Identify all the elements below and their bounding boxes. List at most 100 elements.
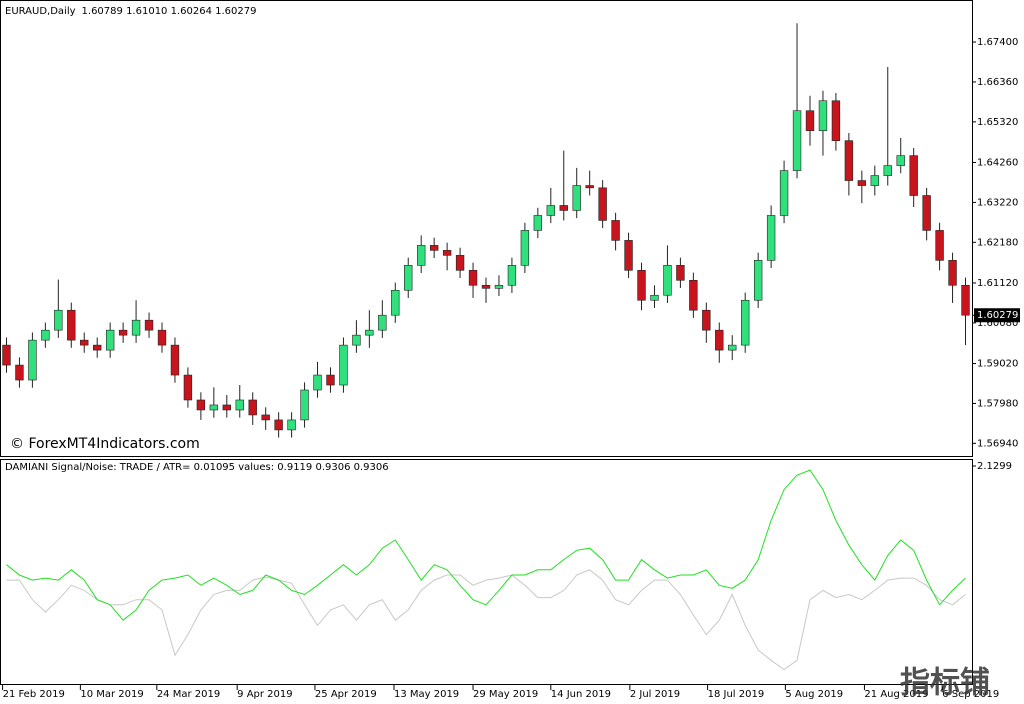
candle-body [404, 265, 413, 291]
x-tick-label: 6 Sep 2019 [942, 689, 999, 700]
indicator-line [6, 569, 966, 671]
y-tick-label: 1.57980 [977, 398, 1018, 409]
candle-body [54, 309, 63, 331]
candle-body [326, 374, 335, 386]
candle-body [598, 187, 607, 221]
y-tick-label: 1.63220 [977, 197, 1018, 208]
candle-body [157, 329, 167, 346]
candle-body [909, 155, 918, 196]
x-tick-label: 21 Aug 2019 [864, 689, 928, 700]
candle-body [80, 339, 89, 346]
candle-body [2, 344, 11, 366]
candle-body [676, 265, 685, 281]
candle-body [689, 279, 698, 311]
candle-body [170, 344, 180, 376]
candle-body [805, 110, 815, 131]
candle-body [222, 404, 231, 411]
y-tick-label: 1.66360 [977, 77, 1018, 88]
candle-body [15, 364, 24, 381]
candle-body [417, 245, 426, 266]
x-tick-label: 2 Jul 2019 [630, 689, 680, 700]
candle-body [429, 245, 439, 251]
candle-body [818, 100, 828, 131]
y-tick-label: 1.61120 [977, 278, 1018, 289]
y-tick-label: 1.62180 [977, 237, 1018, 248]
candle-body [131, 319, 141, 336]
last-price-tag [974, 308, 1020, 323]
candle-body [741, 299, 750, 346]
candle-body [93, 344, 102, 351]
candle-body [922, 195, 931, 231]
x-tick-label: 29 May 2019 [473, 689, 538, 700]
indicator-panel [0, 459, 973, 685]
candle-body [144, 319, 154, 331]
candle-body [391, 289, 400, 316]
candle-body [352, 334, 361, 346]
candle-body [896, 155, 905, 166]
candle-body [650, 294, 659, 301]
y-tick-label: 1.64260 [977, 158, 1018, 169]
candle-body [935, 230, 944, 261]
candle-body [41, 329, 50, 341]
candle-body [261, 414, 270, 421]
candle-body [715, 329, 724, 351]
candle-body [637, 270, 646, 301]
candle-body [481, 284, 491, 289]
candle-body [468, 270, 478, 286]
candle-body [494, 284, 504, 289]
candle-body [287, 419, 296, 431]
x-tick-label: 25 Apr 2019 [315, 689, 377, 700]
candle-body [728, 344, 737, 351]
y-tick-label: 2.1299 [977, 461, 1012, 472]
y-tick-label: 1.65320 [977, 117, 1018, 128]
candle-body [339, 344, 348, 386]
x-tick-label: 24 Mar 2019 [157, 689, 220, 700]
candle-body [442, 250, 452, 256]
candle-body [507, 265, 517, 286]
last-price-label: 1.60279 [977, 310, 1018, 321]
x-tick-label: 18 Jul 2019 [708, 689, 765, 700]
candle-body [209, 404, 219, 411]
candle-body [948, 260, 957, 286]
candle-body [118, 329, 128, 336]
watermark: © ForexMT4Indicators.com [10, 436, 200, 452]
candle-body [300, 389, 309, 421]
candle-body [533, 215, 543, 231]
candle-body [546, 205, 555, 216]
y-tick-label: 1.59020 [977, 359, 1018, 370]
corner-mark: 指标铺 [900, 666, 990, 701]
header-values: 1.60789 1.61010 1.60264 1.60279 [82, 6, 257, 17]
candle-body [792, 110, 802, 171]
candle-body [844, 140, 854, 181]
candle-body [857, 180, 867, 186]
symbol: EURAUD,Daily [5, 6, 76, 17]
candle-body [365, 329, 374, 336]
candle-body [572, 185, 581, 211]
candle-body [248, 399, 257, 416]
candle-body [585, 185, 594, 189]
x-tick-label: 9 Apr 2019 [237, 689, 292, 700]
indicator-title: DAMIANI Signal/Noise: TRADE / ATR= 0.010… [5, 462, 389, 473]
candle-body [766, 215, 776, 261]
symbol-title: EURAUD,Daily 1.60789 1.61010 1.60264 1.60… [5, 6, 256, 17]
candle-body [779, 170, 789, 216]
x-tick-label: 13 May 2019 [394, 689, 459, 700]
candle-body [559, 205, 568, 211]
candle-body [624, 240, 633, 271]
y-tick-label: 1.67400 [977, 37, 1018, 48]
candle-body [235, 399, 244, 411]
candle-body [183, 374, 193, 401]
y-tick-label: 1.56940 [977, 438, 1018, 449]
candle-body [520, 230, 530, 266]
x-tick-label: 5 Aug 2019 [785, 689, 843, 700]
candle-body [611, 220, 620, 241]
indicator-line [6, 469, 966, 621]
candle-body [378, 314, 387, 331]
candle-body [28, 339, 37, 381]
candle-body [105, 329, 115, 351]
candle-body [831, 100, 841, 141]
candle-body [702, 309, 711, 331]
